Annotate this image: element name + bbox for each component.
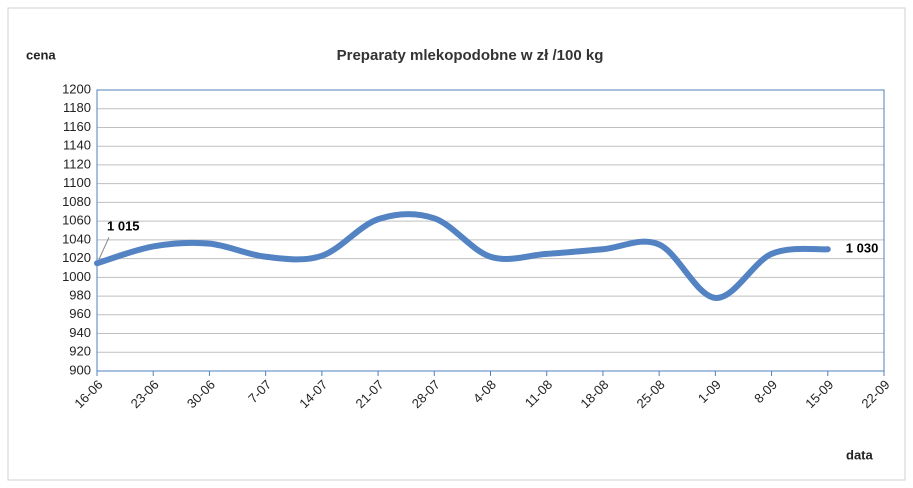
data-label: 1 015 bbox=[107, 219, 140, 234]
y-tick-label: 1060 bbox=[62, 213, 91, 228]
y-tick-label: 1040 bbox=[62, 231, 91, 246]
x-tick-label: 30-06 bbox=[184, 377, 218, 411]
y-axis-label: cena bbox=[26, 47, 56, 62]
x-tick-label: 25-08 bbox=[634, 377, 668, 411]
data-label: 1 030 bbox=[846, 241, 879, 256]
x-tick-label: 15-09 bbox=[802, 377, 836, 411]
y-tick-label: 1180 bbox=[63, 100, 91, 115]
data-line bbox=[94, 211, 831, 301]
x-tick-label: 21-07 bbox=[353, 377, 387, 411]
y-tick-label: 940 bbox=[69, 325, 91, 340]
y-tick-label: 1160 bbox=[63, 119, 91, 134]
y-tick-label: 1120 bbox=[63, 156, 91, 171]
y-tick-label: 1000 bbox=[62, 269, 91, 284]
x-tick-label: 8-09 bbox=[751, 377, 780, 406]
x-tick-label: 7-07 bbox=[245, 377, 274, 406]
chart-frame bbox=[7, 7, 906, 481]
x-tick-label: 11-08 bbox=[522, 377, 555, 410]
x-tick-label: 18-08 bbox=[577, 377, 611, 411]
chart-title: Preparaty mlekopodobne w zł /100 kg bbox=[337, 47, 604, 64]
y-tick-label: 1200 bbox=[62, 81, 91, 96]
y-tick-label: 1020 bbox=[62, 250, 91, 265]
x-tick-label: 1-09 bbox=[695, 377, 724, 406]
x-tick-label: 4-08 bbox=[470, 377, 499, 406]
y-tick-label: 980 bbox=[69, 288, 91, 303]
y-tick-label: 900 bbox=[69, 362, 91, 377]
plot-border bbox=[96, 89, 885, 372]
x-tick-label: 23-06 bbox=[128, 377, 162, 411]
leader-line bbox=[98, 237, 110, 260]
x-axis-label: data bbox=[846, 447, 874, 462]
y-tick-label: 960 bbox=[69, 306, 91, 321]
x-tick-label: 22-09 bbox=[858, 377, 892, 411]
y-tick-label: 920 bbox=[69, 344, 91, 359]
y-tick-label: 1140 bbox=[63, 138, 91, 153]
x-tick-label: 14-07 bbox=[296, 377, 330, 411]
y-tick-label: 1100 bbox=[63, 175, 91, 190]
y-tick-label: 1080 bbox=[62, 194, 91, 209]
x-tick-label: 16-06 bbox=[71, 377, 105, 411]
x-tick-label: 28-07 bbox=[409, 377, 443, 411]
